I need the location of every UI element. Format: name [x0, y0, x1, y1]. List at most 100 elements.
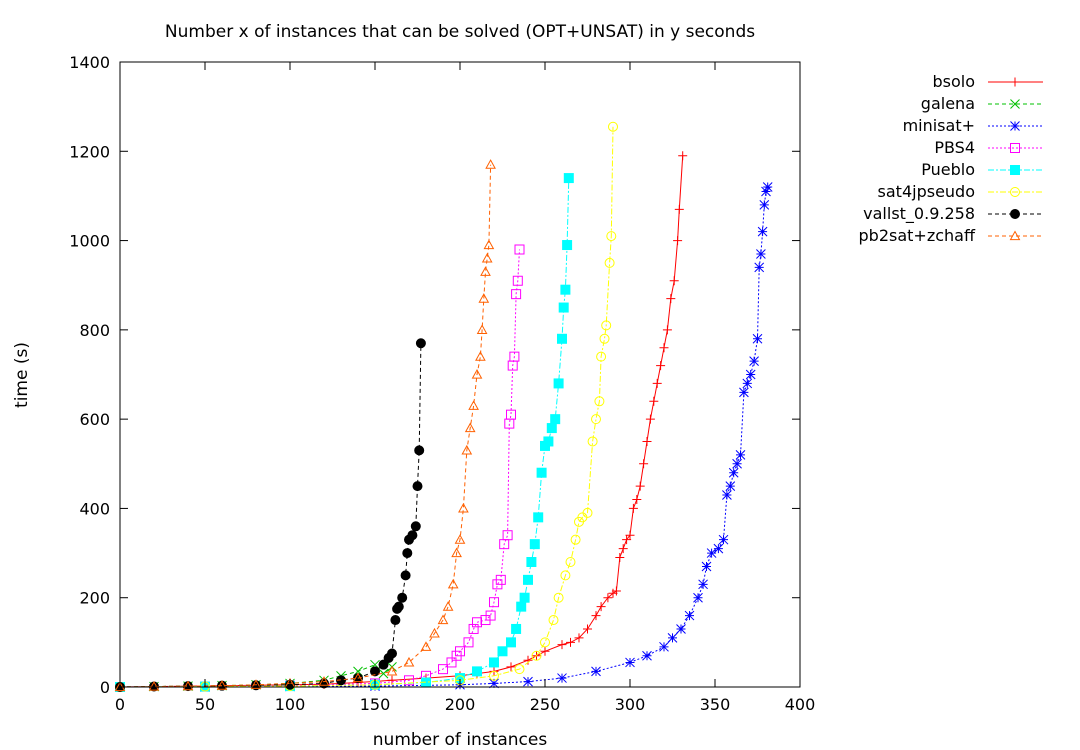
- y-tick-label: 200: [79, 589, 110, 608]
- data-point: [463, 637, 474, 648]
- data-point: [754, 262, 765, 273]
- data-point: [667, 633, 678, 643]
- data-point: [656, 361, 666, 371]
- y-tick-label: 600: [79, 410, 110, 429]
- data-point: [489, 670, 499, 681]
- data-point: [762, 182, 773, 192]
- series-line: [119, 343, 422, 688]
- data-point: [591, 414, 601, 425]
- y-tick-label: 800: [79, 321, 110, 340]
- data-point: [596, 351, 607, 362]
- data-point: [523, 574, 533, 585]
- data-point: [749, 356, 759, 366]
- data-point: [599, 333, 610, 344]
- legend-label: minisat+: [903, 116, 975, 135]
- data-point: [557, 333, 567, 344]
- data-point: [318, 676, 330, 686]
- data-point: [533, 512, 544, 523]
- data-point: [583, 624, 592, 634]
- data-point: [540, 637, 550, 648]
- data-point: [506, 662, 516, 672]
- data-point: [728, 467, 739, 478]
- legend-item: sat4jpseudo: [878, 182, 1043, 201]
- data-point: [574, 633, 584, 643]
- data-point: [400, 570, 411, 581]
- data-point: [516, 601, 527, 612]
- data-point: [615, 553, 625, 563]
- data-point: [216, 680, 228, 690]
- data-point: [701, 561, 712, 572]
- x-tick-label: 350: [700, 695, 731, 714]
- data-point: [402, 548, 413, 559]
- data-point: [523, 676, 533, 687]
- data-point: [553, 378, 564, 389]
- data-point: [410, 521, 421, 532]
- data-point: [536, 467, 547, 478]
- legend-item: vallst_0.9.258: [863, 204, 1043, 224]
- data-point: [732, 458, 742, 469]
- data-point: [393, 601, 404, 612]
- data-point: [582, 507, 593, 518]
- data-point: [471, 368, 483, 379]
- data-point: [475, 351, 486, 361]
- data-point: [531, 650, 542, 661]
- axis-ticks: 0 50 100 150 200 250 300 350 400 0 200 400 600 800 100…: [69, 53, 815, 714]
- data-point: [483, 239, 495, 250]
- x-tick-label: 300: [615, 695, 646, 714]
- data-point: [635, 481, 645, 491]
- plot-area: [114, 121, 773, 692]
- data-point: [511, 623, 522, 634]
- data-point: [407, 530, 418, 541]
- legend-label: vallst_0.9.258: [863, 204, 975, 224]
- data-point: [608, 121, 618, 132]
- data-point: [429, 627, 440, 638]
- data-point: [485, 159, 496, 169]
- legend-item: Pueblo: [921, 160, 1043, 179]
- data-point: [386, 665, 398, 676]
- data-point: [1010, 143, 1020, 153]
- y-tick-label: 1400: [69, 53, 110, 72]
- x-tick-label: 200: [445, 695, 476, 714]
- data-point: [560, 284, 571, 295]
- data-point: [698, 579, 708, 590]
- data-point: [480, 266, 491, 276]
- data-point: [378, 659, 389, 670]
- legend-item: pb2sat+zchaff: [859, 226, 1043, 245]
- data-point: [625, 657, 635, 668]
- data-point: [594, 396, 605, 407]
- data-point: [669, 276, 679, 286]
- data-point: [437, 614, 449, 625]
- data-point: [1010, 165, 1020, 175]
- data-point: [387, 648, 397, 659]
- data-point: [512, 275, 523, 286]
- data-point: [461, 444, 473, 455]
- legend-item: bsolo: [932, 72, 1043, 91]
- x-tick-label: 150: [360, 695, 391, 714]
- series-5: [115, 121, 618, 692]
- data-point: [759, 200, 770, 210]
- y-tick-label: 400: [79, 499, 110, 518]
- data-point: [546, 423, 557, 434]
- data-point: [752, 333, 763, 344]
- data-point: [397, 592, 408, 603]
- series-4: [115, 173, 574, 692]
- data-point: [1010, 99, 1020, 109]
- data-point: [642, 436, 652, 446]
- data-point: [529, 539, 540, 550]
- y-tick-label: 0: [100, 678, 110, 697]
- data-point: [540, 646, 550, 656]
- data-point: [403, 656, 415, 667]
- data-point: [678, 151, 688, 161]
- chart-title: Number x of instances that can be solved…: [165, 22, 755, 42]
- data-point: [618, 544, 628, 554]
- data-point: [756, 249, 766, 259]
- data-point: [489, 678, 499, 689]
- data-point: [523, 655, 533, 665]
- data-point: [553, 592, 564, 603]
- data-point: [550, 414, 561, 425]
- data-point: [735, 450, 746, 460]
- data-point: [250, 679, 262, 689]
- data-point: [336, 675, 346, 686]
- legend-item: PBS4: [934, 138, 1043, 157]
